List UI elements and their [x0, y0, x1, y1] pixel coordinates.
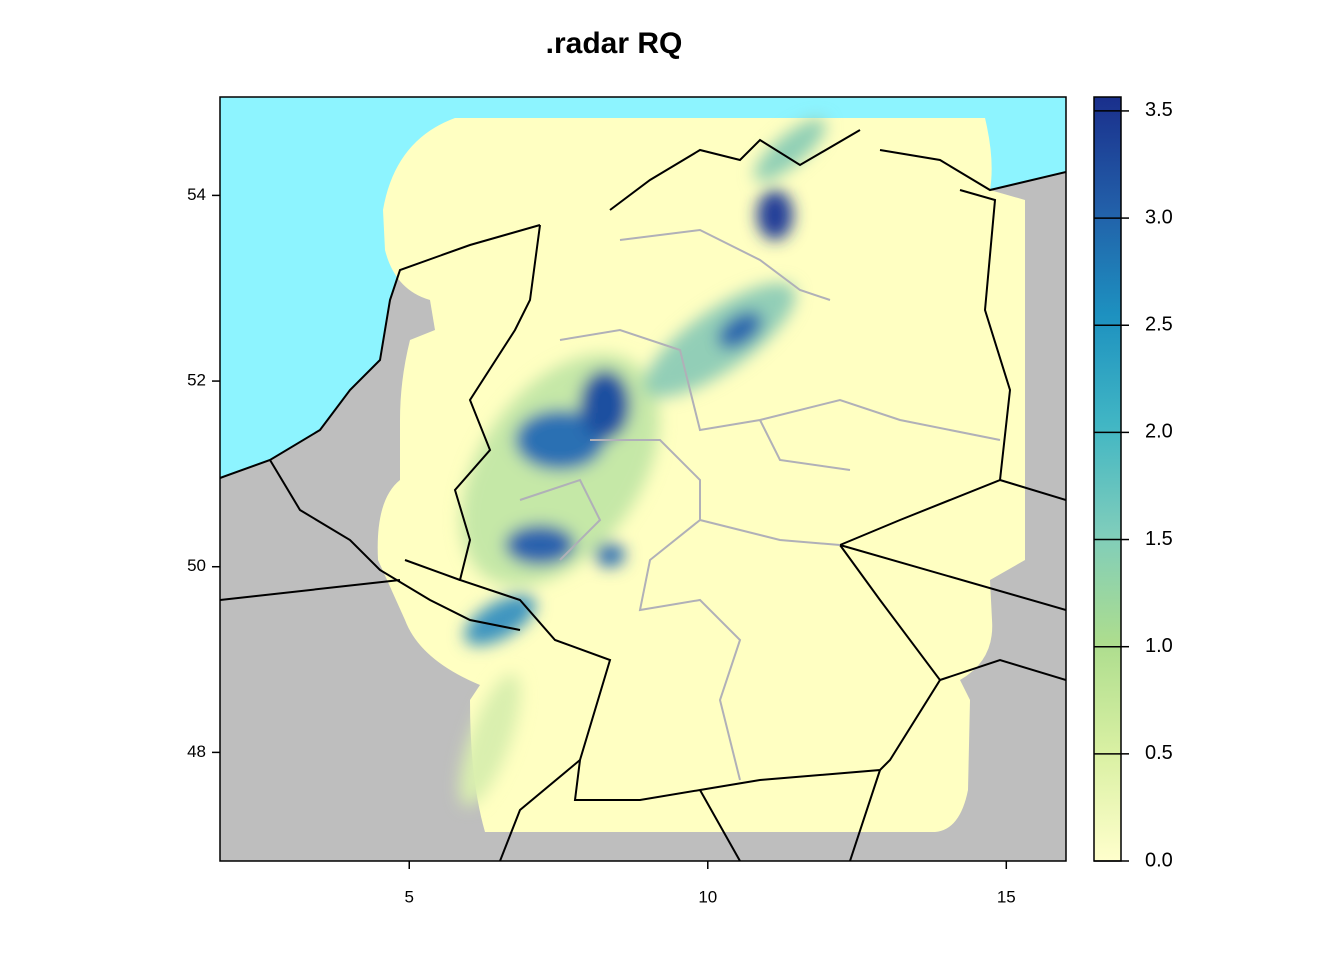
colorbar-tick-label: 0.5 [1145, 742, 1173, 764]
rain-area [464, 594, 536, 646]
rain-area [505, 525, 575, 565]
colorbar-tick-label: 1.0 [1145, 635, 1173, 657]
rain-area [757, 190, 793, 240]
x-tick-label: 10 [698, 887, 717, 906]
colorbar: 0.0 0.5 1.0 1.5 2.0 2.5 3.0 3.5 [1093, 96, 1173, 871]
colorbar-ramp [1093, 96, 1122, 862]
colorbar-tick-label: 3.0 [1145, 206, 1173, 228]
coastline [220, 129, 1066, 479]
state-border [519, 228, 1001, 781]
x-tick-label: 15 [997, 887, 1016, 906]
colorbar-tick-label: 1.5 [1145, 528, 1173, 550]
rain-area [718, 311, 762, 349]
map [220, 97, 1066, 861]
chart-title: .radar RQ [546, 27, 683, 60]
precipitation [459, 118, 826, 807]
colorbar-tick-label: 2.5 [1145, 314, 1173, 336]
rain-area [580, 370, 630, 440]
colorbar-tick-label: 0.0 [1145, 849, 1173, 871]
rain-area [515, 410, 605, 470]
colorbar-tick-label: 2.0 [1145, 421, 1173, 443]
country-border [220, 459, 1066, 861]
y-tick-label: 50 [187, 556, 206, 575]
rain-area [595, 543, 625, 567]
germany-border [453, 189, 1012, 801]
rain-area [459, 673, 521, 807]
y-tick-label: 48 [187, 742, 206, 761]
y-tick-label: 54 [187, 185, 206, 204]
colorbar-tick-label: 3.5 [1145, 99, 1173, 121]
plot-frame [219, 96, 1067, 862]
rain-area [754, 118, 826, 182]
y-tick-label: 52 [187, 371, 206, 390]
x-tick-label: 5 [405, 887, 414, 906]
radar-coverage [377, 118, 1025, 832]
